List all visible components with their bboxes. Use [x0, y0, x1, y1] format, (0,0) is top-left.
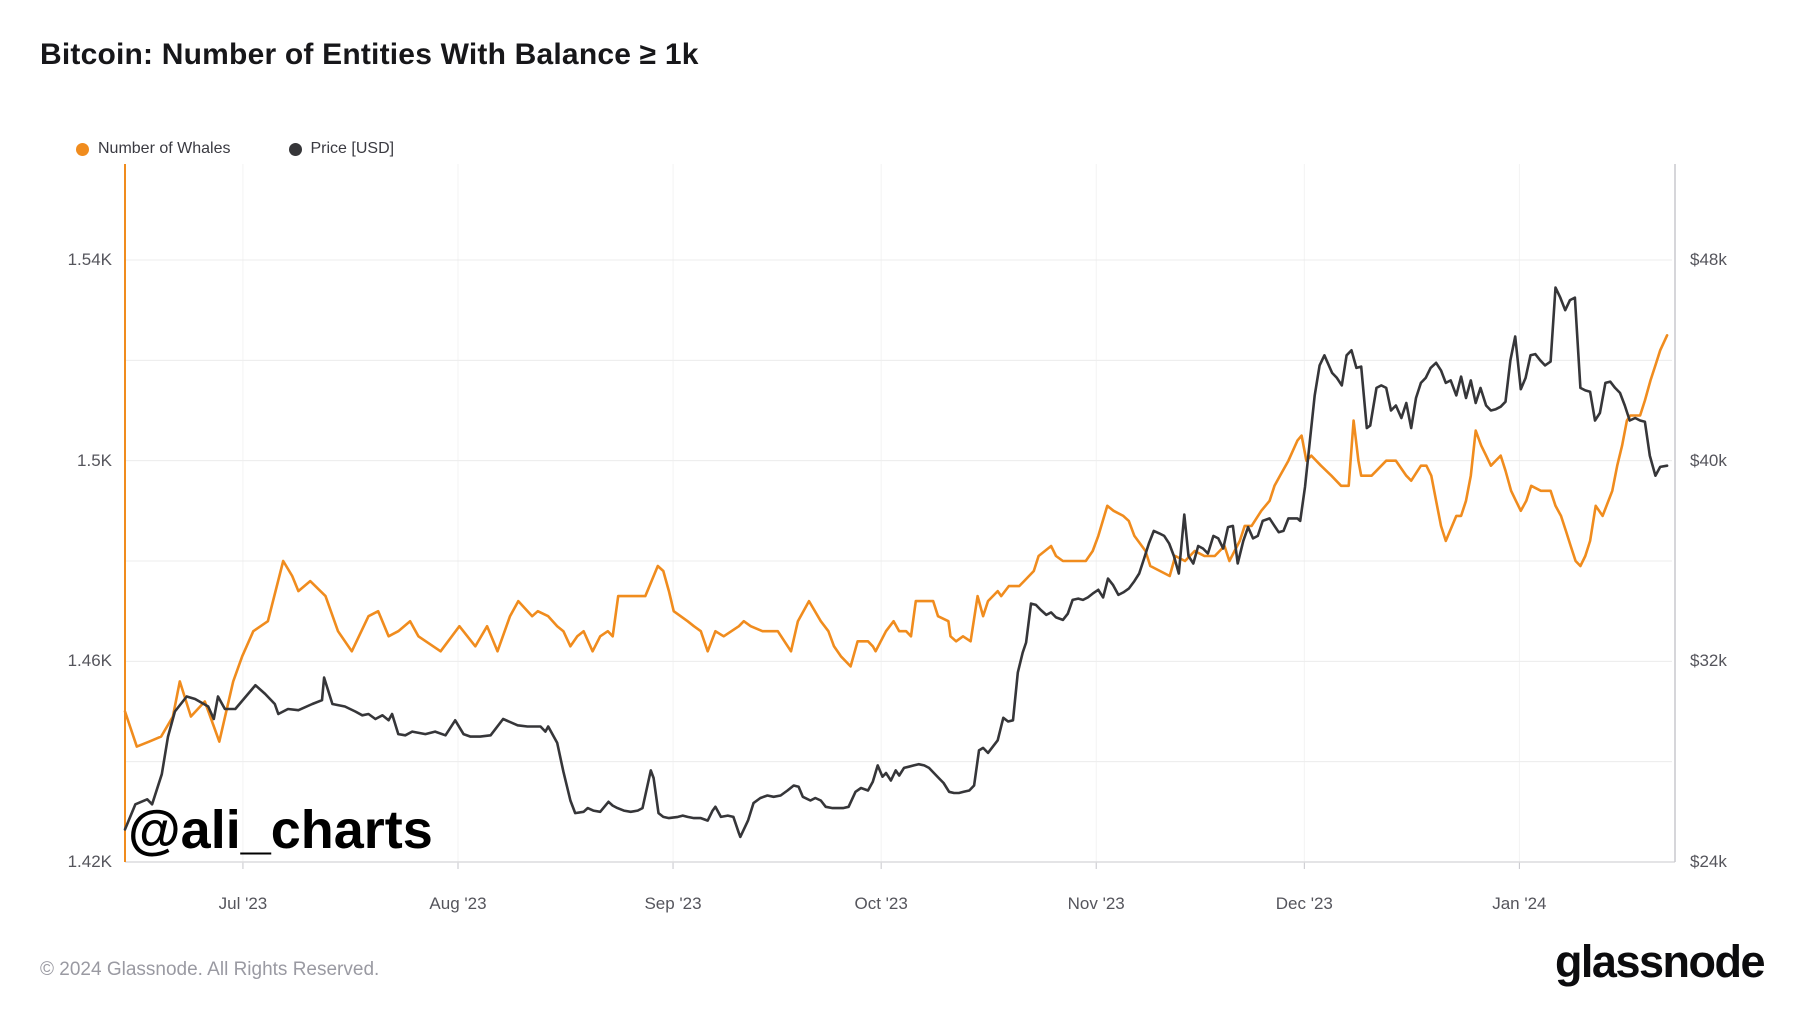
price-line-series — [123, 286, 1669, 839]
whales-series-dot-icon — [76, 142, 89, 156]
glassnode-logo: glassnode — [1554, 936, 1766, 987]
x-axis-label: Jan '24 — [1492, 894, 1547, 913]
right-axis-label: $48k — [1690, 250, 1727, 269]
left-axis-label: 1.5K — [77, 450, 112, 470]
x-axis-label: Oct '23 — [854, 894, 908, 913]
x-axis-label: Aug '23 — [429, 894, 487, 913]
legend-label-whales: Number of Whales — [98, 140, 231, 157]
right-axis-label: $24k — [1690, 852, 1727, 871]
left-axis-label: 1.54K — [67, 250, 112, 269]
x-axis-label: Jul '23 — [218, 894, 268, 913]
right-axis-label: $40k — [1690, 450, 1727, 470]
x-axis-label: Nov '23 — [1067, 894, 1125, 913]
right-axis-label: $32k — [1690, 651, 1727, 671]
page-title: Bitcoin: Number of Entities With Balance… — [40, 38, 699, 71]
chart-legend: Number of Whales Price [USD] — [76, 140, 394, 158]
left-axis-label: 1.46K — [67, 651, 112, 671]
x-axis-label: Dec '23 — [1275, 894, 1333, 913]
x-axis-label: Sep '23 — [644, 894, 702, 913]
whales-line-series — [123, 333, 1669, 748]
copyright-text: © 2024 Glassnode. All Rights Reserved. — [40, 959, 380, 980]
price-series-dot-icon — [288, 142, 302, 156]
legend-item-price[interactable]: Price [USD] — [288, 140, 395, 158]
left-axis-label: 1.42K — [67, 852, 112, 871]
legend-item-whales[interactable]: Number of Whales — [76, 140, 231, 158]
legend-label-price: Price [USD] — [310, 140, 395, 157]
